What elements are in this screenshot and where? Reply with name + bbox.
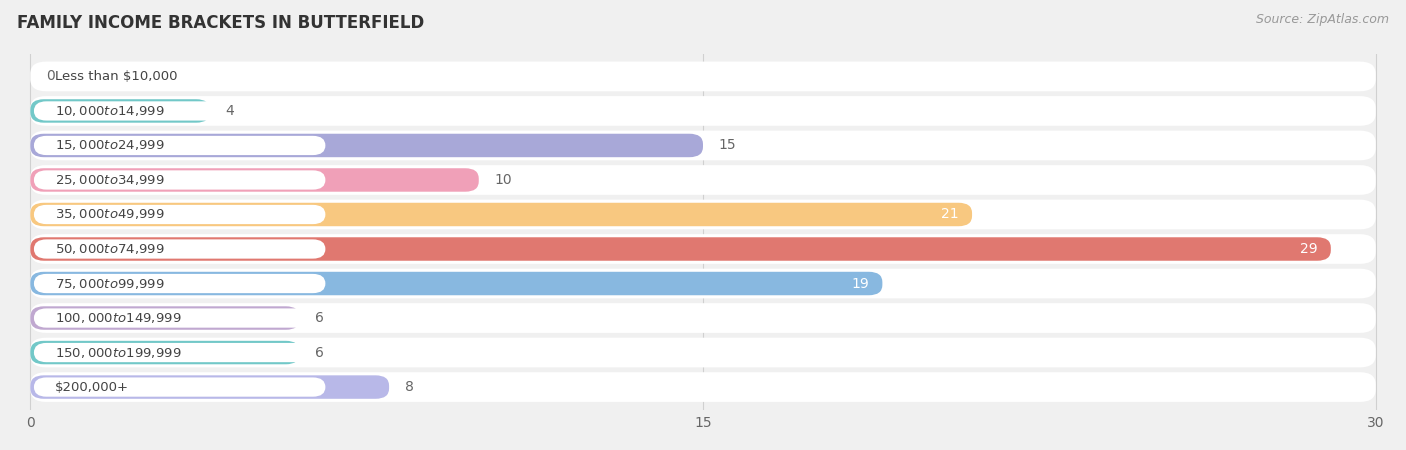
Text: 6: 6 (315, 311, 323, 325)
FancyBboxPatch shape (31, 272, 883, 295)
Text: 19: 19 (851, 276, 869, 291)
FancyBboxPatch shape (31, 168, 479, 192)
Text: Less than $10,000: Less than $10,000 (55, 70, 177, 83)
FancyBboxPatch shape (31, 372, 1375, 402)
Text: 15: 15 (718, 139, 737, 153)
Text: $50,000 to $74,999: $50,000 to $74,999 (55, 242, 165, 256)
Text: $200,000+: $200,000+ (55, 381, 129, 394)
FancyBboxPatch shape (31, 96, 1375, 126)
Text: $150,000 to $199,999: $150,000 to $199,999 (55, 346, 181, 360)
FancyBboxPatch shape (31, 306, 299, 330)
Text: FAMILY INCOME BRACKETS IN BUTTERFIELD: FAMILY INCOME BRACKETS IN BUTTERFIELD (17, 14, 425, 32)
FancyBboxPatch shape (34, 67, 325, 86)
Text: $100,000 to $149,999: $100,000 to $149,999 (55, 311, 181, 325)
FancyBboxPatch shape (31, 237, 1331, 261)
Text: 4: 4 (225, 104, 235, 118)
Text: $25,000 to $34,999: $25,000 to $34,999 (55, 173, 165, 187)
Text: Source: ZipAtlas.com: Source: ZipAtlas.com (1256, 14, 1389, 27)
FancyBboxPatch shape (31, 375, 389, 399)
FancyBboxPatch shape (31, 200, 1375, 230)
FancyBboxPatch shape (34, 343, 325, 362)
FancyBboxPatch shape (34, 378, 325, 397)
FancyBboxPatch shape (34, 274, 325, 293)
FancyBboxPatch shape (34, 101, 325, 121)
Text: 0: 0 (46, 69, 55, 83)
Text: 10: 10 (495, 173, 512, 187)
FancyBboxPatch shape (34, 205, 325, 224)
Text: $15,000 to $24,999: $15,000 to $24,999 (55, 139, 165, 153)
FancyBboxPatch shape (31, 338, 1375, 367)
FancyBboxPatch shape (31, 234, 1375, 264)
Text: 29: 29 (1299, 242, 1317, 256)
FancyBboxPatch shape (34, 171, 325, 189)
FancyBboxPatch shape (31, 303, 1375, 333)
FancyBboxPatch shape (31, 99, 209, 123)
FancyBboxPatch shape (31, 341, 299, 364)
FancyBboxPatch shape (31, 269, 1375, 298)
Text: $35,000 to $49,999: $35,000 to $49,999 (55, 207, 165, 221)
FancyBboxPatch shape (31, 130, 1375, 160)
FancyBboxPatch shape (34, 239, 325, 259)
Text: $75,000 to $99,999: $75,000 to $99,999 (55, 276, 165, 291)
Text: 21: 21 (941, 207, 959, 221)
Text: $10,000 to $14,999: $10,000 to $14,999 (55, 104, 165, 118)
Text: 8: 8 (405, 380, 413, 394)
Text: 6: 6 (315, 346, 323, 360)
FancyBboxPatch shape (31, 62, 1375, 91)
FancyBboxPatch shape (34, 308, 325, 328)
FancyBboxPatch shape (31, 203, 972, 226)
FancyBboxPatch shape (34, 136, 325, 155)
FancyBboxPatch shape (31, 165, 1375, 195)
FancyBboxPatch shape (31, 134, 703, 157)
